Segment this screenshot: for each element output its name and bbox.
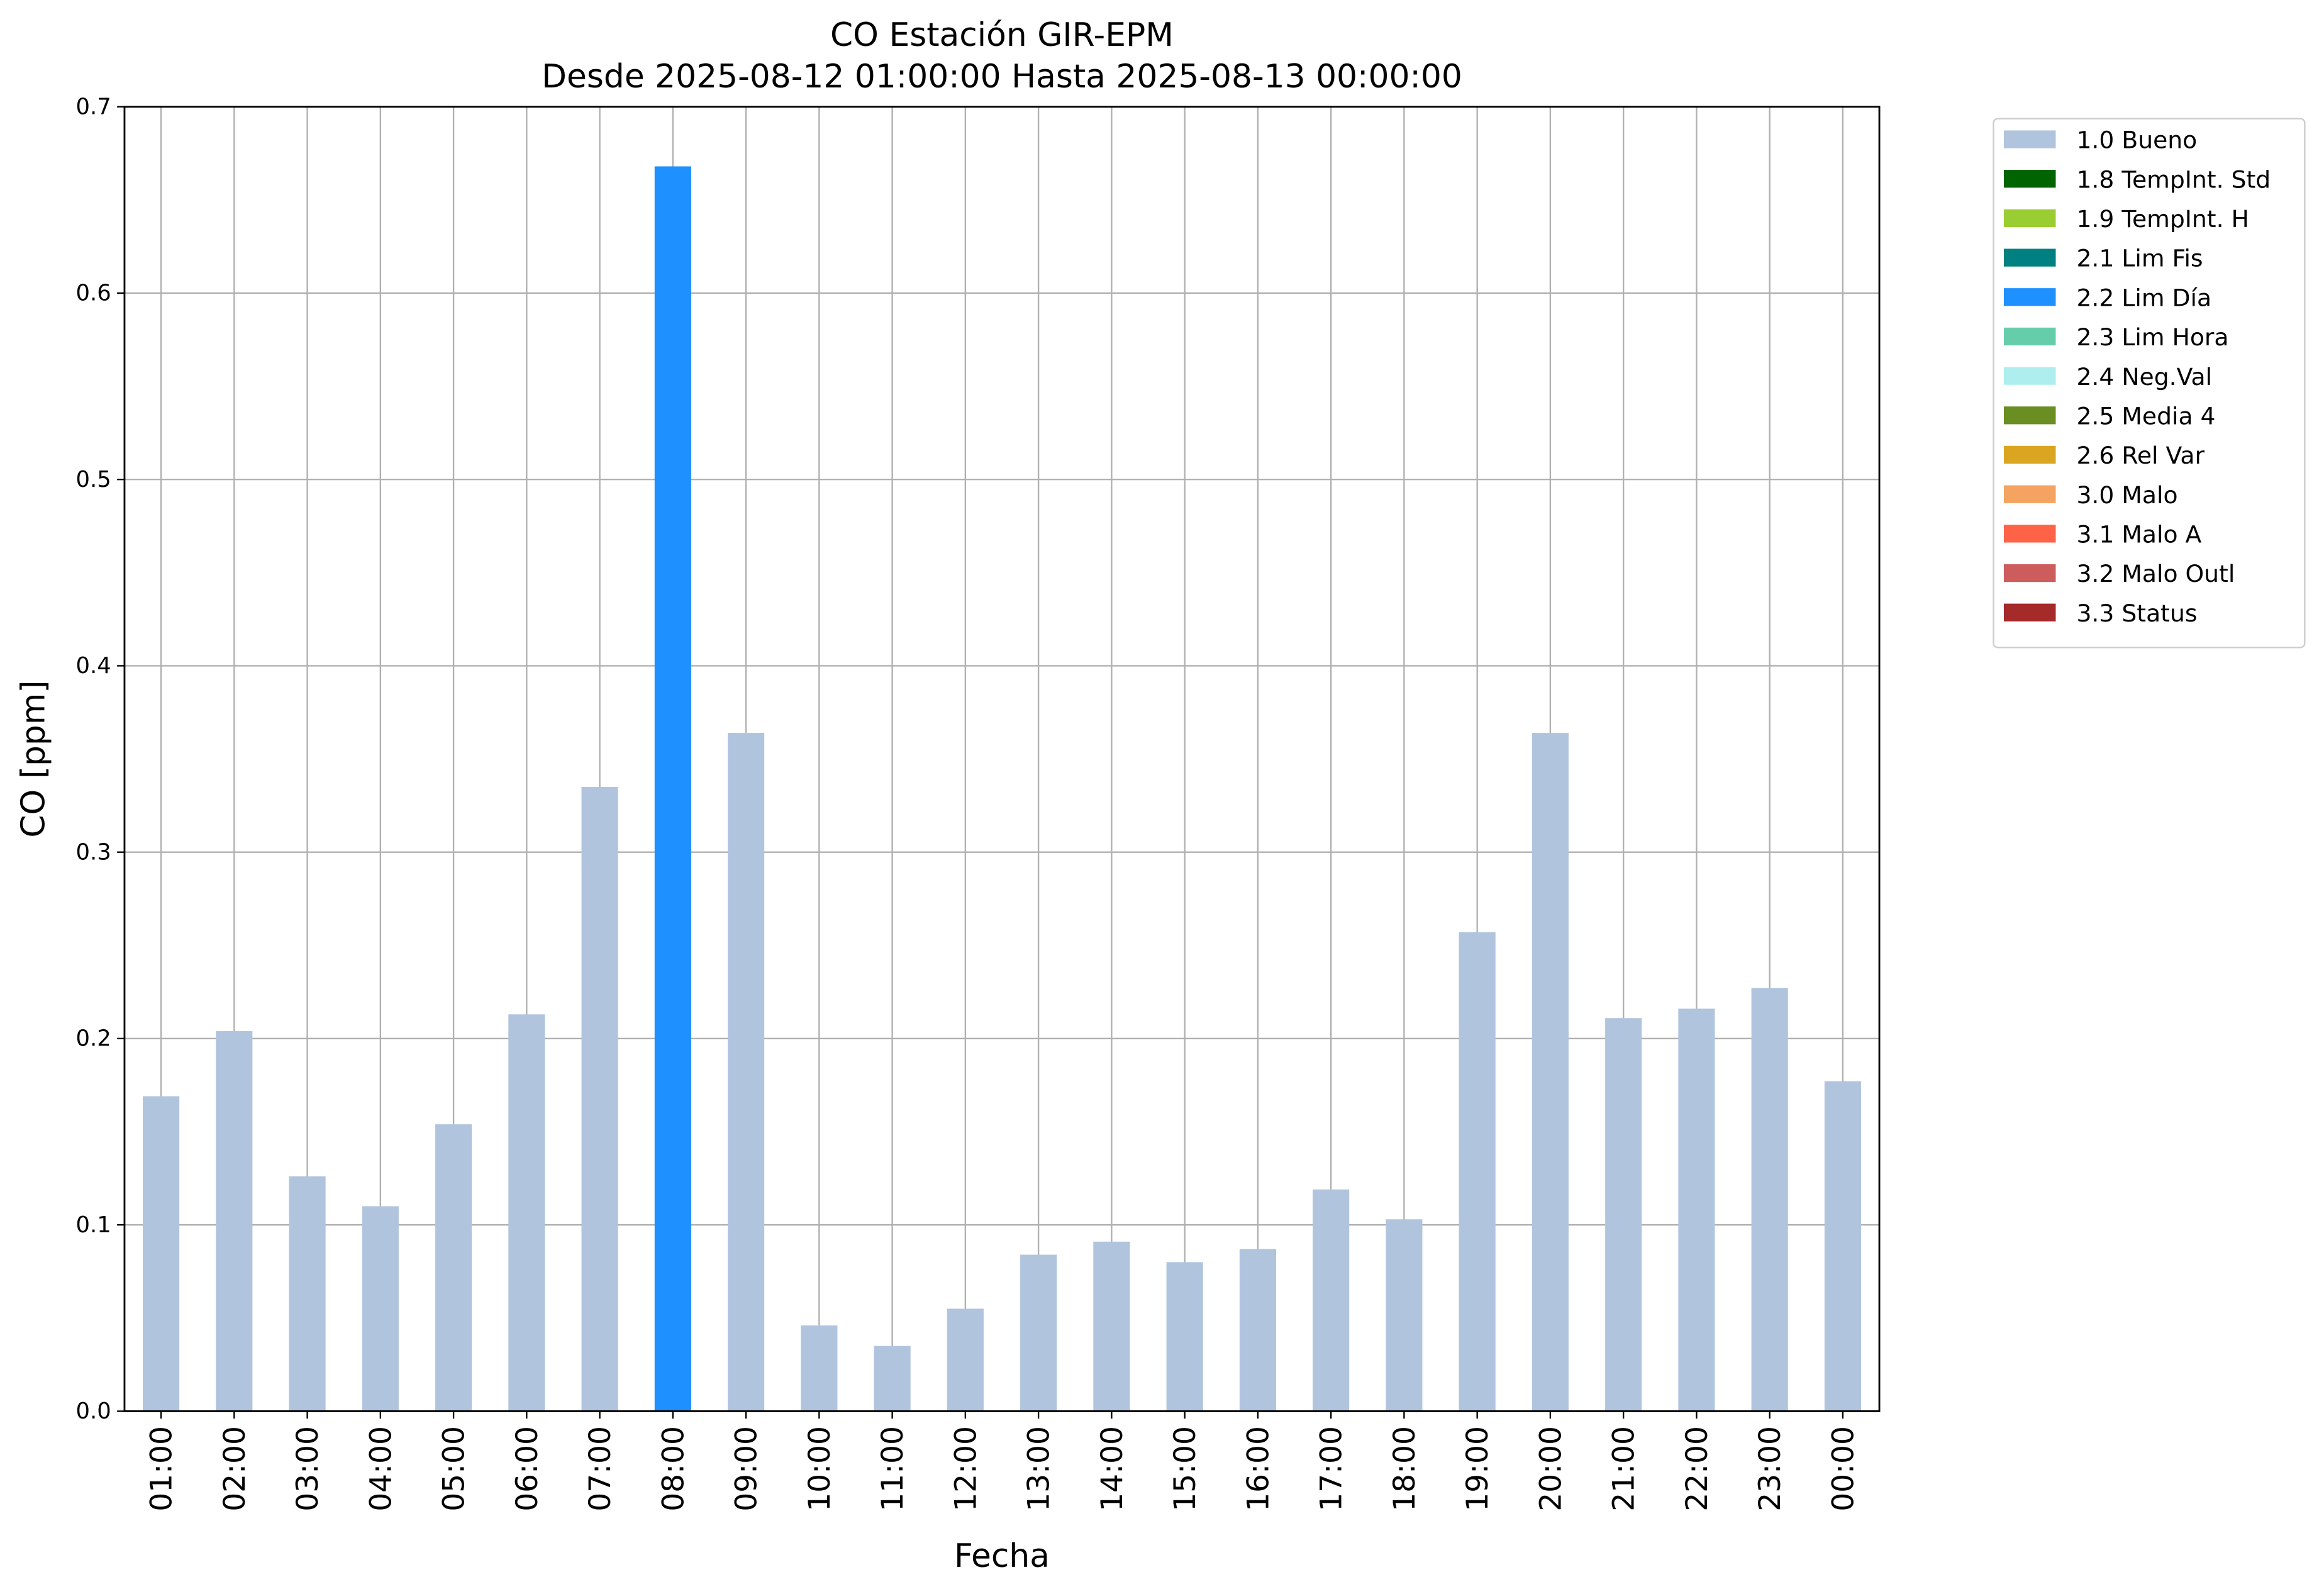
- x-tick-label: 08:00: [656, 1426, 691, 1512]
- x-tick-label: 21:00: [1607, 1426, 1642, 1512]
- legend-label: 3.1 Malo A: [2076, 521, 2201, 549]
- bar: [1239, 1249, 1276, 1412]
- x-tick-label: 11:00: [876, 1426, 910, 1512]
- legend-label: 3.2 Malo Outl: [2076, 560, 2235, 588]
- x-tick-label: 00:00: [1826, 1426, 1860, 1512]
- bar: [362, 1206, 399, 1412]
- x-tick-label: 05:00: [437, 1426, 472, 1512]
- y-tick-label: 0.6: [76, 281, 111, 306]
- x-tick-label: 22:00: [1680, 1426, 1715, 1512]
- legend-label: 2.6 Rel Var: [2076, 442, 2204, 469]
- legend-label: 1.8 TempInt. Std: [2076, 165, 2271, 193]
- y-tick-label: 0.0: [76, 1398, 111, 1424]
- bar: [874, 1346, 911, 1412]
- legend-swatch: [2003, 367, 2056, 385]
- x-tick-label: 01:00: [145, 1426, 179, 1512]
- bar: [289, 1176, 326, 1412]
- bar: [947, 1308, 984, 1412]
- bar: [1386, 1219, 1423, 1412]
- legend-label: 2.4 Neg.Val: [2076, 363, 2212, 391]
- x-tick-label: 06:00: [510, 1426, 545, 1512]
- bar: [216, 1031, 253, 1412]
- bar: [1166, 1262, 1203, 1412]
- bar: [435, 1124, 472, 1412]
- x-tick-label: 20:00: [1533, 1426, 1568, 1512]
- legend-label: 2.5 Media 4: [2076, 402, 2215, 430]
- bar: [1751, 988, 1788, 1412]
- legend-label: 2.3 Lim Hora: [2076, 323, 2228, 351]
- legend-swatch: [2003, 327, 2056, 346]
- y-axis-label: CO [ppm]: [15, 680, 53, 837]
- legend-label: 2.2 Lim Día: [2076, 284, 2211, 311]
- chart-subtitle: Desde 2025-08-12 01:00:00 Hasta 2025-08-…: [542, 58, 1462, 96]
- y-tick-label: 0.5: [76, 467, 111, 493]
- legend-swatch: [2003, 564, 2056, 582]
- legend-swatch: [2003, 248, 2056, 267]
- x-axis-label: Fecha: [954, 1537, 1050, 1575]
- bar: [1532, 733, 1569, 1412]
- x-tick-label: 15:00: [1168, 1426, 1203, 1512]
- legend-swatch: [2003, 209, 2056, 228]
- bar: [1678, 1008, 1715, 1412]
- legend-swatch: [2003, 603, 2056, 621]
- bar: [1459, 932, 1496, 1412]
- bar: [654, 166, 691, 1412]
- y-tick-label: 0.4: [76, 653, 111, 679]
- x-tick-label: 02:00: [218, 1426, 252, 1512]
- x-tick-label: 23:00: [1753, 1426, 1787, 1512]
- y-tick-label: 0.3: [76, 839, 111, 865]
- x-tick-label: 10:00: [803, 1426, 837, 1512]
- x-tick-label: 03:00: [291, 1426, 325, 1512]
- legend-label: 1.0 Bueno: [2076, 126, 2197, 154]
- x-tick-label: 09:00: [730, 1426, 764, 1512]
- x-tick-label: 07:00: [583, 1426, 618, 1512]
- y-tick-label: 0.7: [76, 94, 111, 120]
- x-tick-label: 17:00: [1315, 1426, 1349, 1512]
- y-tick-label: 0.1: [76, 1212, 111, 1238]
- x-tick-label: 13:00: [1022, 1426, 1057, 1512]
- x-tick-label: 14:00: [1095, 1426, 1130, 1512]
- x-tick-label: 18:00: [1387, 1426, 1422, 1512]
- legend-swatch: [2003, 130, 2056, 148]
- x-tick-label: 19:00: [1460, 1426, 1495, 1512]
- bar: [801, 1325, 838, 1412]
- legend-swatch: [2003, 525, 2056, 543]
- legend-swatch: [2003, 170, 2056, 188]
- bar: [508, 1014, 545, 1412]
- chart-title: CO Estación GIR-EPM: [830, 16, 1174, 54]
- legend-label: 3.0 Malo: [2076, 481, 2177, 509]
- bar: [728, 733, 765, 1412]
- bar: [1020, 1254, 1057, 1412]
- legend-swatch: [2003, 406, 2056, 425]
- legend-label: 2.1 Lim Fis: [2076, 245, 2203, 272]
- legend-box: [1993, 118, 2306, 649]
- bar: [581, 786, 618, 1412]
- bar: [1313, 1189, 1350, 1412]
- legend-label: 3.3 Status: [2076, 599, 2197, 627]
- legend-swatch: [2003, 485, 2056, 503]
- y-tick-label: 0.2: [76, 1026, 111, 1052]
- legend-label: 1.9 TempInt. H: [2076, 205, 2249, 233]
- bar: [1093, 1241, 1130, 1412]
- bar: [1605, 1018, 1642, 1412]
- plot-frame: [123, 106, 1881, 1412]
- x-tick-label: 16:00: [1241, 1426, 1276, 1512]
- x-tick-label: 04:00: [364, 1426, 398, 1512]
- bar: [1824, 1081, 1861, 1412]
- legend-swatch: [2003, 445, 2056, 464]
- legend-swatch: [2003, 288, 2056, 306]
- x-tick-label: 12:00: [948, 1426, 983, 1512]
- bar: [143, 1096, 180, 1412]
